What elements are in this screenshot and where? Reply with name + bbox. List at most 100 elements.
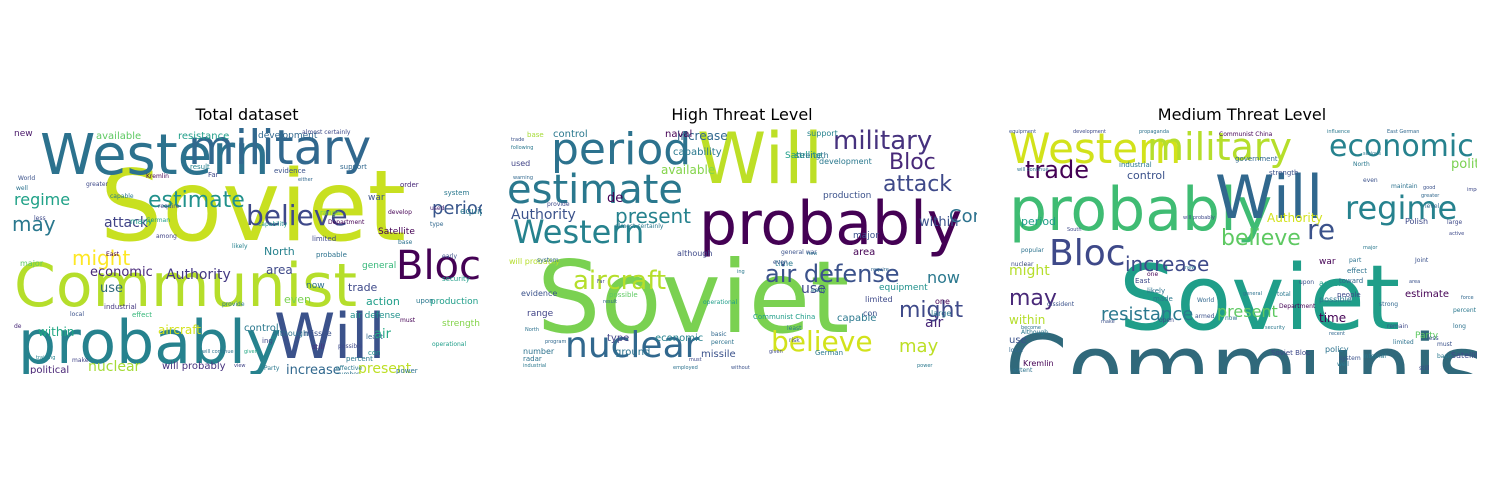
word-air-defense: air defense — [765, 260, 900, 288]
word-war: war — [368, 193, 385, 203]
word-security: security — [1265, 325, 1285, 331]
word-will-continue: will continue — [202, 349, 234, 355]
word-trade: trade — [1025, 156, 1089, 184]
word-economic: economic — [655, 333, 704, 344]
word-effect: effect — [1347, 267, 1368, 275]
word-toward: toward — [1339, 277, 1364, 285]
wordcloud-panel-total: Total dataset Soviet Communist probably Wes… — [12, 104, 482, 374]
word-soviet: Soviet — [100, 150, 407, 264]
word-major: major — [853, 231, 879, 241]
word-bloc: Bloc — [889, 150, 936, 175]
word-employed: employed — [673, 365, 698, 371]
word-war: war — [1319, 257, 1336, 267]
word-must: must — [400, 317, 416, 324]
word-resistance: resistance — [1101, 304, 1194, 325]
word-german: German — [146, 217, 171, 224]
word-production: production — [430, 297, 479, 307]
word-percent: percent — [346, 355, 373, 363]
word-resistance: resistance — [178, 131, 230, 142]
word-less: less — [1427, 335, 1439, 342]
word-ing: ing — [262, 337, 273, 345]
word-least: least — [366, 333, 383, 341]
word-believe: believe — [1221, 226, 1301, 251]
word-effective: effective — [336, 365, 363, 372]
word-even: even — [284, 293, 312, 306]
word-air: air — [925, 315, 944, 331]
word-available: available — [661, 163, 716, 177]
word-regime: regime — [14, 190, 71, 209]
word-base: base — [398, 239, 413, 246]
word-now: now — [306, 281, 325, 291]
word-development: development — [819, 157, 872, 166]
word-although: although — [677, 249, 713, 258]
word-limited: limited — [1393, 339, 1414, 346]
word-will-probably: will probably — [1183, 215, 1215, 221]
word-capability: capability — [258, 221, 288, 228]
word-will-probably: will probably — [162, 361, 226, 372]
word-equipment: equipment — [879, 283, 928, 293]
word-air: air — [374, 327, 391, 342]
word-western: Western — [513, 213, 645, 251]
word-possible: possible — [338, 343, 363, 350]
word-radar: radar — [523, 355, 542, 363]
word-soviet-bloc: Soviet Bloc — [1271, 349, 1310, 357]
word-total: total — [1277, 291, 1291, 298]
word-bloc: Bloc — [1049, 233, 1126, 274]
word-military: military — [188, 128, 372, 176]
word-make: make — [72, 357, 89, 364]
word-may: may — [1009, 286, 1057, 311]
word-used: used — [430, 205, 445, 212]
word-control: control — [244, 323, 279, 334]
word-strength: strength — [442, 319, 480, 329]
word-large: large — [931, 309, 952, 318]
word-provide: provide — [222, 301, 245, 308]
word-view: view — [234, 363, 246, 369]
word-influence: influence — [1327, 129, 1350, 135]
word-economic: economic — [1329, 129, 1474, 164]
word-almost-certainly: almost certainly — [302, 129, 351, 136]
word-de: de — [607, 191, 624, 206]
word-industrial: industrial — [1119, 161, 1152, 169]
word-require: require — [871, 267, 889, 273]
word-regime: regime — [1345, 189, 1458, 227]
word-still: still — [312, 343, 325, 351]
word-base: base — [527, 131, 544, 139]
word-re: re — [1307, 213, 1336, 246]
panel-title: Medium Threat Level — [1157, 105, 1327, 124]
word-although: Although — [1021, 329, 1049, 336]
word-remain: remain — [1387, 323, 1409, 330]
word-good: good — [1423, 185, 1436, 191]
word-use: use — [1009, 335, 1027, 346]
word-general-war: general war — [781, 249, 817, 256]
word-capability: capability — [673, 147, 722, 158]
word-bloc: Bloc — [396, 243, 482, 289]
word-evidence: evidence — [274, 167, 306, 175]
word-communist: Communist — [949, 206, 977, 227]
word-either: either — [298, 177, 313, 183]
word-action: action — [1319, 279, 1344, 288]
word-percent: percent — [711, 339, 734, 346]
word-new: new — [807, 251, 818, 257]
word-authority: Authority — [511, 207, 576, 223]
word-power: power — [917, 363, 933, 369]
word-department: Department — [328, 219, 365, 226]
word-system: system — [537, 257, 559, 264]
word-long: long — [1453, 323, 1466, 330]
word-well: well — [16, 185, 28, 192]
word-probably: probably — [699, 189, 963, 259]
word-major: major — [1363, 245, 1378, 251]
word-strong: strong — [1379, 301, 1399, 308]
word-equipment: equipment — [460, 207, 482, 217]
word-industrial: industrial — [523, 363, 547, 369]
word-early: early — [811, 287, 827, 294]
word-local: local — [1009, 347, 1023, 354]
word-communist: Communist — [14, 251, 358, 321]
word-people: people — [1337, 291, 1361, 299]
word-estimate: estimate — [507, 167, 684, 213]
word-party: Party — [264, 365, 280, 372]
word-basic: basic — [711, 331, 727, 338]
word-may: may — [899, 336, 939, 357]
word-south: South — [1067, 227, 1082, 233]
word-soviet: Soviet — [537, 239, 850, 356]
word-given: given — [244, 349, 258, 355]
